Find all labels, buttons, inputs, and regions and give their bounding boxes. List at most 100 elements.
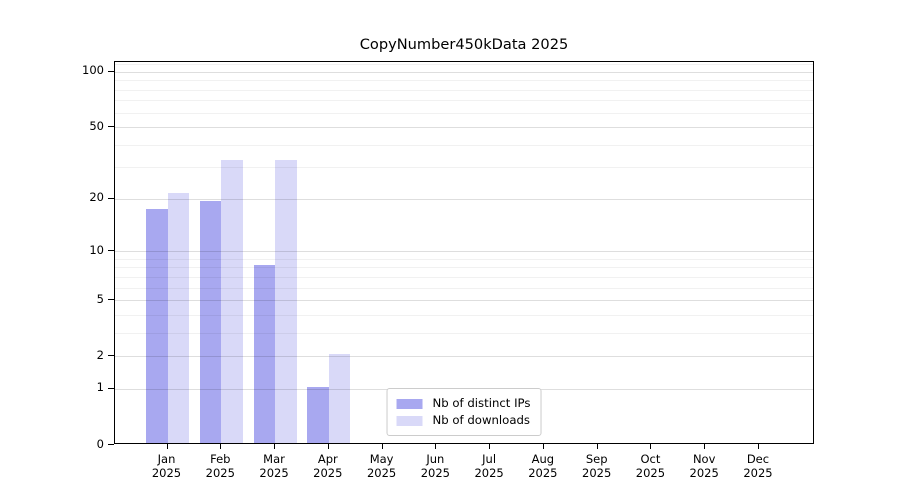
x-label-month: Feb bbox=[210, 452, 231, 466]
minor-gridline-7 bbox=[115, 276, 813, 278]
x-tick-label-oct: Oct 2025 bbox=[620, 452, 680, 481]
bar-nb-of-distinct-ips-jan bbox=[146, 209, 168, 443]
major-gridline-5 bbox=[115, 300, 813, 302]
x-tick-label-may: May 2025 bbox=[352, 452, 412, 481]
x-tick-jan bbox=[166, 444, 168, 449]
x-tick-label-nov: Nov 2025 bbox=[674, 452, 734, 481]
x-label-month: Mar bbox=[263, 452, 285, 466]
legend-entry-nb-of-distinct-ips: Nb of distinct IPs bbox=[396, 395, 531, 412]
x-label-year: 2025 bbox=[313, 466, 343, 481]
x-tick-label-mar: Mar 2025 bbox=[244, 452, 304, 481]
y-tick-label-1: 1 bbox=[96, 380, 104, 395]
x-label-year: 2025 bbox=[528, 466, 558, 481]
minor-gridline-8 bbox=[115, 267, 813, 269]
x-tick-oct bbox=[650, 444, 652, 449]
bar-nb-of-downloads-feb bbox=[221, 160, 243, 443]
minor-gridline-3 bbox=[115, 332, 813, 334]
y-tick-label-20: 20 bbox=[89, 190, 104, 205]
bar-nb-of-downloads-apr bbox=[328, 354, 351, 443]
y-tick-100 bbox=[108, 70, 114, 72]
x-tick-aug bbox=[542, 444, 544, 449]
x-tick-label-jul: Jul 2025 bbox=[459, 452, 519, 481]
minor-gridline-60 bbox=[115, 112, 813, 114]
major-gridline-2 bbox=[115, 356, 813, 358]
x-label-year: 2025 bbox=[582, 466, 612, 481]
x-tick-label-dec: Dec 2025 bbox=[728, 452, 788, 481]
x-label-month: Aug bbox=[531, 452, 555, 466]
x-label-year: 2025 bbox=[474, 466, 504, 481]
bar-nb-of-distinct-ips-mar bbox=[253, 265, 276, 443]
legend: Nb of distinct IPs Nb of downloads bbox=[386, 388, 542, 436]
bar-nb-of-distinct-ips-apr bbox=[307, 386, 329, 443]
x-tick-apr bbox=[327, 444, 329, 449]
x-label-month: Jun bbox=[426, 452, 445, 466]
y-tick-1 bbox=[108, 387, 114, 389]
x-tick-jul bbox=[489, 444, 491, 449]
x-tick-feb bbox=[220, 444, 222, 449]
y-tick-label-10: 10 bbox=[89, 242, 104, 257]
x-label-month: Dec bbox=[746, 452, 770, 466]
x-label-month: Nov bbox=[692, 452, 716, 466]
x-tick-label-jan: Jan 2025 bbox=[137, 452, 197, 481]
legend-swatch-nb-of-downloads bbox=[396, 415, 423, 426]
minor-gridline-110 bbox=[115, 64, 813, 66]
x-label-year: 2025 bbox=[689, 466, 719, 481]
major-gridline-100 bbox=[115, 71, 813, 73]
major-gridline-50 bbox=[115, 127, 813, 129]
bar-nb-of-downloads-jan bbox=[167, 193, 189, 443]
x-tick-sep bbox=[596, 444, 598, 449]
minor-gridline-6 bbox=[115, 287, 813, 289]
legend-swatch-nb-of-distinct-ips bbox=[396, 398, 423, 409]
major-gridline-10 bbox=[115, 251, 813, 253]
x-tick-mar bbox=[274, 444, 276, 449]
x-label-month: Oct bbox=[640, 452, 661, 466]
minor-gridline-9 bbox=[115, 258, 813, 260]
y-tick-10 bbox=[108, 250, 114, 252]
y-tick-5 bbox=[108, 299, 114, 301]
x-label-month: Apr bbox=[317, 452, 338, 466]
minor-gridline-30 bbox=[115, 167, 813, 169]
x-tick-dec bbox=[757, 444, 759, 449]
x-label-month: Jan bbox=[157, 452, 176, 466]
minor-gridline-70 bbox=[115, 100, 813, 102]
y-tick-label-100: 100 bbox=[82, 63, 104, 78]
x-label-year: 2025 bbox=[420, 466, 450, 481]
x-label-year: 2025 bbox=[635, 466, 666, 481]
x-label-month: Jul bbox=[482, 452, 497, 466]
y-tick-50 bbox=[108, 126, 114, 128]
x-tick-jun bbox=[435, 444, 437, 449]
minor-gridline-80 bbox=[115, 89, 813, 91]
x-label-month: Sep bbox=[585, 452, 608, 466]
x-tick-label-aug: Aug 2025 bbox=[513, 452, 573, 481]
x-tick-nov bbox=[704, 444, 706, 449]
y-tick-label-2: 2 bbox=[96, 347, 104, 362]
bar-nb-of-distinct-ips-feb bbox=[199, 200, 222, 443]
major-gridline-20 bbox=[115, 198, 813, 200]
x-tick-label-apr: Apr 2025 bbox=[298, 452, 358, 481]
bar-nb-of-downloads-mar bbox=[275, 160, 297, 443]
y-tick-20 bbox=[108, 197, 114, 199]
minor-gridline-90 bbox=[115, 80, 813, 82]
minor-gridline-40 bbox=[115, 144, 813, 146]
y-tick-2 bbox=[108, 355, 114, 357]
legend-label-nb-of-downloads: Nb of downloads bbox=[432, 412, 530, 427]
x-label-year: 2025 bbox=[151, 466, 182, 481]
x-label-month: May bbox=[369, 452, 394, 466]
x-label-year: 2025 bbox=[743, 466, 773, 481]
minor-gridline-4 bbox=[115, 314, 813, 316]
x-label-year: 2025 bbox=[259, 466, 289, 481]
legend-entry-nb-of-downloads: Nb of downloads bbox=[396, 412, 531, 429]
x-tick-may bbox=[381, 444, 383, 449]
chart-title: CopyNumber450kData 2025 bbox=[359, 36, 569, 53]
x-tick-label-feb: Feb 2025 bbox=[190, 452, 250, 481]
x-label-year: 2025 bbox=[366, 466, 397, 481]
y-tick-label-50: 50 bbox=[89, 118, 104, 133]
x-tick-label-sep: Sep 2025 bbox=[567, 452, 627, 481]
x-tick-label-jun: Jun 2025 bbox=[405, 452, 465, 481]
legend-label-nb-of-distinct-ips: Nb of distinct IPs bbox=[432, 395, 531, 410]
y-tick-0 bbox=[108, 444, 114, 445]
x-label-year: 2025 bbox=[205, 466, 235, 481]
y-tick-label-5: 5 bbox=[96, 291, 104, 306]
plot-area: Nb of distinct IPs Nb of downloads bbox=[114, 61, 814, 444]
